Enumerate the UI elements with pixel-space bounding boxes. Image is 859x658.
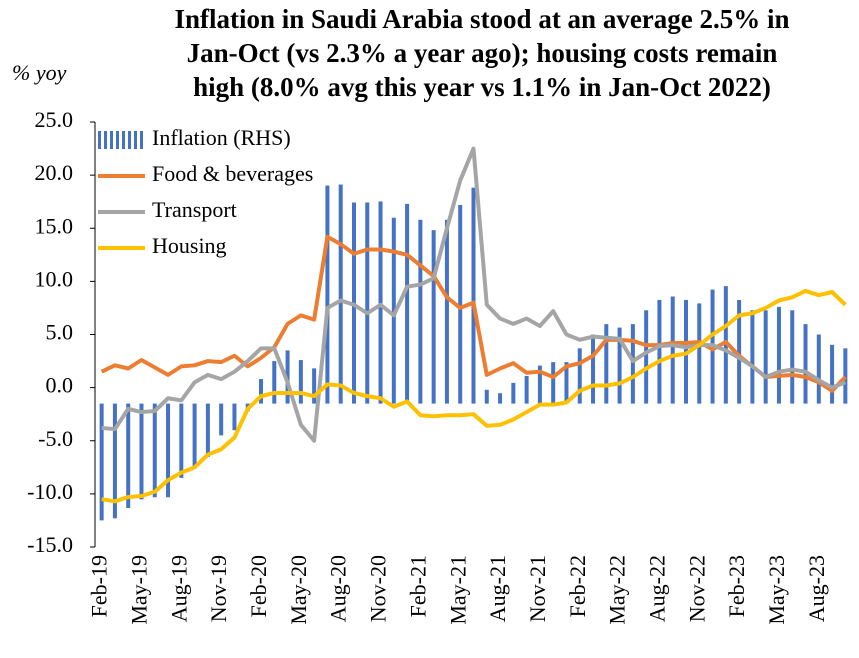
bar <box>670 296 675 404</box>
bar <box>272 361 277 404</box>
y-tick-label: 20.0 <box>35 160 74 185</box>
bar <box>458 204 463 404</box>
bar <box>232 403 237 431</box>
bar <box>551 362 556 404</box>
x-tick-label: May-20 <box>286 555 311 625</box>
legend-swatch <box>128 131 131 149</box>
y-tick-label: 15.0 <box>35 213 74 238</box>
x-tick-label: Aug-20 <box>326 555 351 622</box>
legend-swatch <box>122 131 125 149</box>
bar <box>577 348 582 404</box>
x-tick-label: May-21 <box>445 555 470 625</box>
x-tick-label: Feb-23 <box>724 555 749 617</box>
line <box>101 288 847 504</box>
legend-swatch <box>98 131 101 149</box>
chart-title: Inflation in Saudi Arabia stood at an av… <box>174 4 789 34</box>
x-tick-label: Aug-23 <box>804 555 829 622</box>
bar <box>737 299 742 404</box>
legend-swatch <box>116 131 119 149</box>
x-tick-label: Nov-22 <box>684 555 709 622</box>
legend-label: Housing <box>152 233 227 258</box>
legend-label: Inflation (RHS) <box>152 125 291 150</box>
bar <box>112 403 117 519</box>
y-tick-label: 25.0 <box>35 107 74 132</box>
x-tick-label: Aug-21 <box>485 555 510 622</box>
bar <box>763 310 768 404</box>
bar <box>537 365 542 404</box>
bar <box>325 185 330 404</box>
bar <box>166 403 171 498</box>
x-tick-label: Feb-21 <box>405 555 430 617</box>
bar <box>365 202 370 404</box>
bar <box>657 299 662 404</box>
legend-swatch <box>134 131 137 149</box>
x-tick-label: Aug-22 <box>644 555 669 622</box>
line <box>101 146 847 443</box>
bar <box>498 393 503 404</box>
y-tick-label: 0.0 <box>46 373 74 398</box>
bar <box>179 403 184 478</box>
x-tick-label: May-19 <box>127 555 152 625</box>
bar <box>790 310 795 404</box>
bar <box>298 360 303 404</box>
bar <box>418 219 423 404</box>
x-tick-label: May-23 <box>764 555 789 625</box>
y-axis-label: % yoy <box>12 60 67 85</box>
bar <box>405 203 410 404</box>
bar <box>604 324 609 404</box>
x-tick-label: May-22 <box>605 555 630 625</box>
bar <box>431 230 436 404</box>
x-tick-label: Feb-22 <box>565 555 590 617</box>
bar <box>723 286 728 404</box>
chart-title: high (8.0% avg this year vs 1.1% in Jan-… <box>193 72 771 102</box>
bar <box>378 201 383 404</box>
bar <box>630 324 635 404</box>
bar <box>205 403 210 457</box>
bar <box>338 184 343 404</box>
bar <box>843 348 848 404</box>
bar <box>152 403 157 498</box>
x-tick-label: Aug-19 <box>166 555 191 622</box>
bar <box>564 362 569 404</box>
bar <box>617 327 622 404</box>
x-tick-label: Feb-20 <box>246 555 271 617</box>
y-tick-label: -5.0 <box>38 426 73 451</box>
bar <box>484 389 489 404</box>
bar <box>192 403 197 468</box>
legend-swatch <box>110 131 113 149</box>
legend-label: Food & beverages <box>152 161 313 186</box>
bar <box>444 219 449 404</box>
bar <box>511 382 516 404</box>
bar <box>259 379 264 404</box>
bar <box>776 306 781 404</box>
bar <box>126 403 131 508</box>
x-tick-label: Nov-20 <box>366 555 391 622</box>
bar <box>524 375 529 404</box>
chart-title: Jan-Oct (vs 2.3% a year ago); housing co… <box>187 38 778 68</box>
bar <box>803 324 808 404</box>
bar <box>816 334 821 404</box>
bar <box>750 310 755 404</box>
bar <box>219 403 224 436</box>
bar <box>591 334 596 404</box>
bar <box>139 403 144 500</box>
y-tick-label: -10.0 <box>27 479 73 504</box>
x-tick-label: Nov-19 <box>206 555 231 622</box>
bar <box>99 403 104 521</box>
bar <box>471 187 476 404</box>
x-tick-label: Nov-21 <box>525 555 550 622</box>
bar <box>312 368 317 404</box>
legend-swatch <box>140 131 143 149</box>
bar <box>644 310 649 404</box>
y-tick-label: 5.0 <box>46 320 74 345</box>
bar <box>697 303 702 404</box>
legend-label: Transport <box>152 197 237 222</box>
y-tick-label: 10.0 <box>35 266 74 291</box>
y-tick-label: -15.0 <box>27 532 73 557</box>
line <box>100 234 847 393</box>
bar <box>830 344 835 404</box>
legend-swatch <box>104 131 107 149</box>
x-tick-label: Feb-19 <box>87 555 112 617</box>
